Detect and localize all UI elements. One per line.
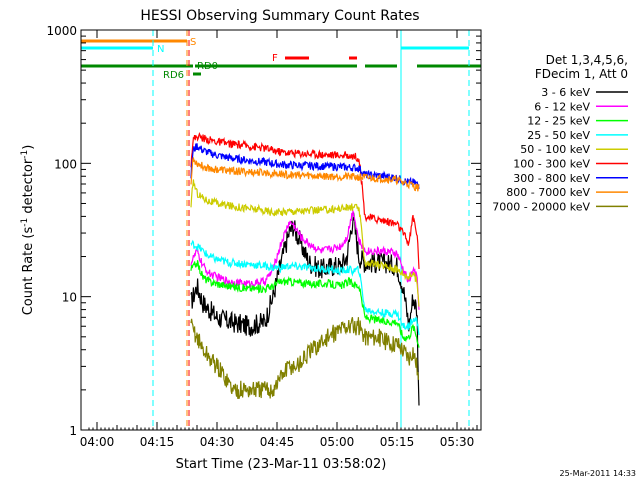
flag-label-rd6: RD6 — [163, 70, 184, 81]
legend-label-7: 800 - 7000 keV — [506, 186, 590, 199]
x-tick-label-2: 04:30 — [200, 435, 235, 449]
series-line-3 — [190, 239, 420, 336]
x-tick-label-0: 04:00 — [80, 435, 115, 449]
legend-label-4: 50 - 100 keV — [520, 143, 590, 156]
y-tick-label-0: 1 — [69, 424, 77, 438]
legend-label-1: 6 - 12 keV — [534, 100, 590, 113]
series-line-0 — [190, 212, 420, 406]
legend: Det 1,3,4,5,6, FDecim 1, Att 0 3 - 6 keV… — [492, 53, 628, 213]
series-line-2 — [190, 260, 420, 348]
y-axis-label-main: Count Rate (s — [21, 227, 36, 316]
x-tick-label-6: 05:30 — [440, 435, 475, 449]
y-tick-label-2: 100 — [54, 157, 77, 171]
legend-label-0: 3 - 6 keV — [541, 86, 590, 99]
legend-header-line-2: FDecim 1, Att 0 — [535, 67, 628, 81]
y-axis-label-sup2: -1 — [20, 150, 30, 159]
x-tick-label-1: 04:15 — [140, 435, 175, 449]
y-axis-label-mid: detector — [21, 158, 36, 218]
footer-date: 25-Mar-2011 14:33 — [560, 469, 637, 478]
legend-label-8: 7000 - 20000 keV — [492, 200, 590, 213]
series-lines — [190, 131, 420, 406]
series-line-7 — [190, 157, 420, 192]
vertical-markers — [152, 30, 470, 430]
y-axis-ticks: 1 10 100 1000 — [46, 24, 481, 438]
x-tick-label-5: 05:15 — [380, 435, 415, 449]
flag-label-n: N — [157, 44, 164, 55]
flag-bars: S N F RD0 RD6 — [81, 37, 481, 81]
flag-label-rd0: RD0 — [197, 61, 218, 72]
chart-title: HESSI Observing Summary Count Rates — [140, 8, 419, 24]
x-tick-label-4: 05:00 — [320, 435, 355, 449]
y-tick-label-1: 10 — [62, 291, 77, 305]
flag-label-f: F — [272, 53, 278, 64]
legend-label-3: 25 - 50 keV — [527, 129, 590, 142]
y-axis-label-end: ) — [21, 145, 36, 150]
legend-label-2: 12 - 25 keV — [527, 115, 590, 128]
series-line-8 — [190, 317, 420, 400]
series-line-6 — [190, 143, 420, 189]
x-tick-label-3: 04:45 — [260, 435, 295, 449]
series-line-5 — [190, 131, 420, 270]
y-tick-label-3: 1000 — [46, 24, 77, 38]
series-line-1 — [190, 210, 420, 310]
legend-label-6: 300 - 800 keV — [513, 172, 590, 185]
legend-label-5: 100 - 300 keV — [513, 158, 590, 171]
x-axis-label: Start Time (23-Mar-11 03:58:02) — [176, 457, 387, 472]
series-line-4 — [190, 179, 420, 307]
y-axis-label-sup1: -1 — [20, 218, 30, 227]
flag-label-s: S — [190, 37, 196, 48]
x-axis-ticks: 04:00 04:15 04:30 04:45 05:00 05:15 05:30 — [80, 30, 478, 449]
y-axis-label: Count Rate (s-1 detector-1) — [20, 145, 36, 316]
legend-header-line-1: Det 1,3,4,5,6, — [546, 53, 628, 67]
